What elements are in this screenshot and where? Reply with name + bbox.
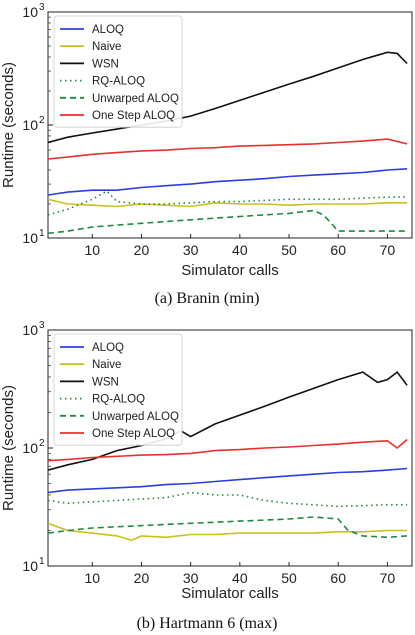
series-line-aloq (48, 467, 408, 494)
y-axis-label: Runtime (seconds) (0, 62, 17, 188)
y-tick-exponent: 3 (39, 320, 45, 331)
series-line-wsn (48, 370, 408, 471)
legend-label: ALOQ (92, 24, 124, 36)
x-tick-label: 70 (380, 570, 396, 586)
y-tick-label: 10 (22, 558, 38, 574)
y-tick-exponent: 2 (39, 115, 45, 126)
legend-box (53, 333, 183, 446)
legend-label: Unwarped ALOQ (92, 93, 179, 105)
y-tick-label: 10 (22, 230, 38, 246)
x-axis-label: Simulator calls (181, 262, 279, 279)
series-line-unwarped-aloq (48, 209, 408, 235)
y-tick-label: 10 (22, 4, 38, 20)
legend-label: One Step ALOQ (92, 428, 175, 440)
legend-label: Unwarped ALOQ (92, 411, 179, 423)
y-tick-label: 10 (22, 440, 38, 456)
series-line-aloq (48, 168, 408, 196)
legend: ALOQ Naive WSN RQ-ALOQ Unwarped ALOQ One Step… (53, 15, 183, 128)
series-line-naive (48, 522, 408, 542)
legend: ALOQ Naive WSN RQ-ALOQ Unwarped ALOQ One Step… (53, 333, 183, 446)
y-axis-label: Runtime (seconds) (0, 385, 17, 511)
figure-caption: (a) Branin (min) (155, 290, 260, 307)
y-tick-exponent: 1 (39, 556, 45, 567)
x-tick-label: 50 (281, 570, 297, 586)
x-axis-label: Simulator calls (181, 585, 279, 602)
legend-label: ALOQ (92, 342, 124, 354)
x-tick-label: 60 (330, 242, 346, 258)
x-tick-label: 50 (281, 242, 297, 258)
legend-label: RQ-ALOQ (92, 394, 145, 406)
legend-box (53, 15, 183, 128)
legend-label: RQ-ALOQ (92, 76, 145, 88)
x-tick-label: 30 (183, 242, 199, 258)
series-line-one-step-aloq (48, 438, 408, 462)
x-tick-label: 60 (330, 570, 346, 586)
x-tick-label: 20 (134, 242, 150, 258)
legend-label: One Step ALOQ (92, 110, 175, 122)
y-tick-label: 10 (22, 117, 38, 133)
series-line-unwarped-aloq (48, 516, 408, 539)
y-tick-exponent: 1 (39, 228, 45, 239)
legend-label: WSN (92, 58, 119, 70)
y-tick-label: 10 (22, 322, 38, 338)
x-tick-label: 40 (232, 242, 248, 258)
y-tick-exponent: 3 (39, 2, 45, 13)
x-tick-label: 70 (380, 242, 396, 258)
legend-label: Naive (92, 359, 121, 371)
legend-label: Naive (92, 41, 121, 53)
legend-label: WSN (92, 376, 119, 388)
y-tick-exponent: 2 (39, 438, 45, 449)
x-tick-label: 10 (84, 570, 100, 586)
x-tick-label: 30 (183, 570, 199, 586)
series-line-one-step-aloq (48, 138, 408, 160)
figure-caption: (b) Hartmann 6 (max) (137, 615, 278, 632)
x-tick-label: 10 (84, 242, 100, 258)
x-tick-label: 40 (232, 570, 248, 586)
series-line-rq-aloq (48, 491, 408, 508)
series-line-wsn (48, 51, 408, 144)
x-tick-label: 20 (134, 570, 150, 586)
series-line-naive (48, 198, 408, 208)
